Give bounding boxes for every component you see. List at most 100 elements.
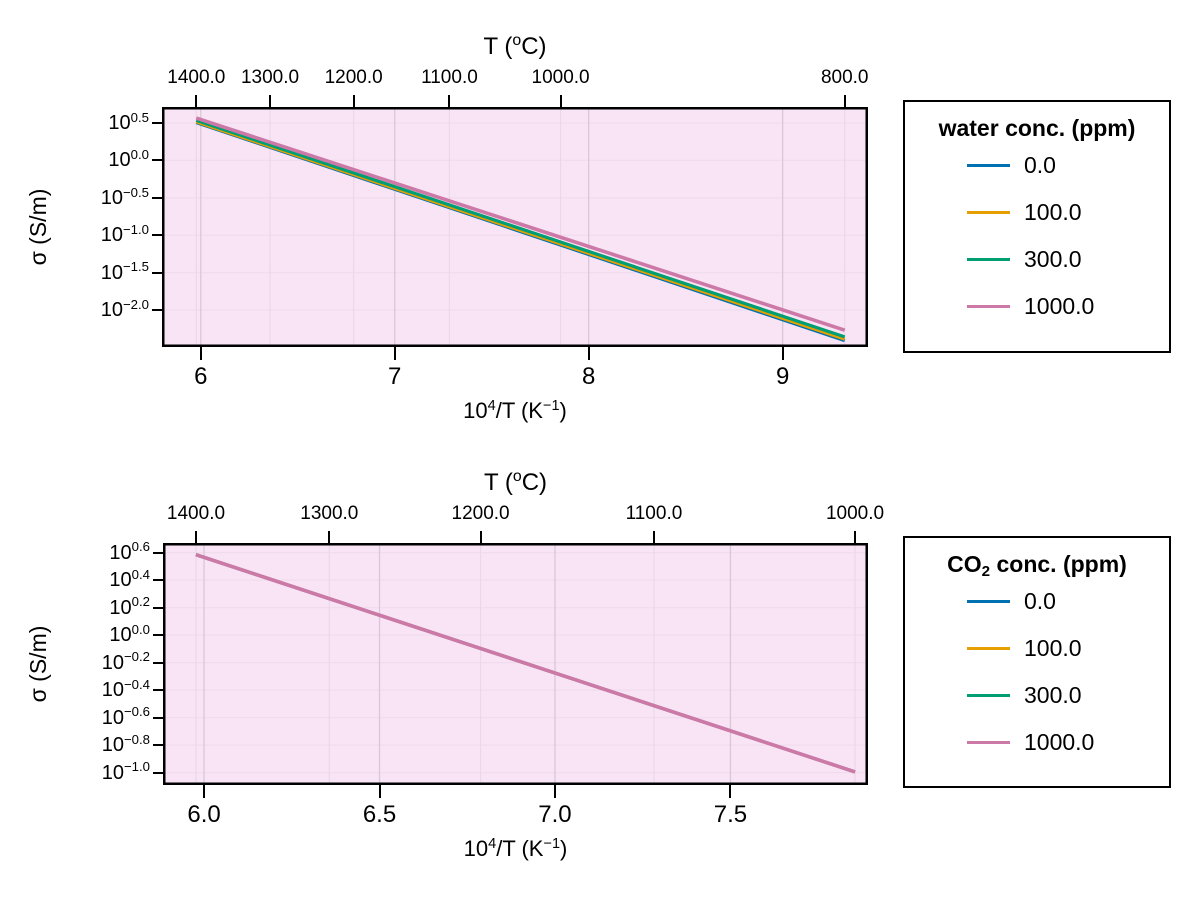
text: )	[560, 836, 568, 861]
x-tick-label: 6	[194, 363, 208, 390]
legend-title: CO2 conc. (ppm)	[905, 551, 1169, 581]
x-tick-mark	[587, 347, 590, 360]
x-tick-mark	[553, 785, 556, 798]
x-tick-mark	[781, 347, 784, 360]
text: C)	[521, 33, 547, 60]
y-tick-mark	[152, 308, 162, 311]
sup-text: 0.6	[131, 539, 150, 555]
y-tick-label: 100.6	[40, 539, 150, 566]
legend-line-swatch	[967, 693, 1010, 698]
legend-line-swatch	[967, 304, 1010, 309]
text: conc. (ppm)	[990, 551, 1127, 577]
legend-item-label: 100.0	[1024, 199, 1082, 225]
text: 10	[109, 541, 132, 564]
legend-line-swatch	[967, 257, 1010, 262]
text: 10	[100, 298, 123, 321]
y-tick-label: 10−2.0	[39, 297, 149, 323]
legend-item-100.0: 100.0	[905, 625, 1169, 672]
text: T (	[483, 469, 513, 496]
y-tick-mark	[152, 196, 162, 199]
y-tick-label: 10−0.6	[40, 704, 150, 731]
y-tick-label: 100.0	[40, 622, 150, 648]
sup-text: 4	[487, 398, 496, 415]
y-tick-mark	[152, 234, 162, 237]
legend-item-label: 0.0	[1024, 152, 1056, 178]
top-tick-mark	[269, 95, 272, 107]
legend-title: water conc. (ppm)	[905, 115, 1169, 142]
sup-text: −0.8	[123, 731, 150, 747]
y-tick-mark	[153, 551, 163, 554]
text: CO	[947, 551, 982, 577]
legend-item-300.0: 300.0	[905, 236, 1169, 283]
y-tick-mark	[152, 271, 162, 274]
top-tick-mark	[843, 95, 846, 107]
sup-text: −0.2	[123, 649, 150, 665]
x-tick-label: 7.0	[538, 801, 572, 828]
data-line-300.0	[195, 118, 846, 339]
plot-area	[163, 543, 868, 785]
top-tick-mark	[479, 531, 482, 543]
sup-text: o	[512, 32, 522, 50]
text: 10	[108, 112, 131, 134]
top-tick-label: 1400.0	[167, 67, 226, 88]
sup-text: −1	[542, 398, 560, 415]
y-tick-label: 100.2	[40, 594, 150, 621]
sup-text: −1.5	[122, 259, 149, 275]
sup-text: 0.4	[131, 566, 150, 582]
y-tick-mark	[153, 661, 163, 664]
x-tick-label: 8	[582, 363, 596, 390]
legend-item-label: 100.0	[1024, 635, 1082, 661]
text: 10	[109, 596, 132, 619]
top-tick-label: 1300.0	[240, 67, 300, 88]
sup-text: 4	[488, 836, 497, 853]
top-tick-label: 1100.0	[625, 503, 683, 524]
legend-co2-conc: CO2 conc. (ppm) 0.0 100.0 300.0 1000.0	[903, 536, 1171, 788]
plot-area	[162, 107, 868, 347]
legend-item-0.0: 0.0	[905, 578, 1169, 625]
sub-text: 2	[981, 563, 991, 581]
legend-item-0.0: 0.0	[905, 142, 1169, 189]
sup-text: −1.0	[123, 759, 150, 775]
y-tick-mark	[153, 634, 163, 637]
sup-text: −1.0	[122, 221, 149, 237]
top-tick-mark	[559, 95, 562, 107]
sup-text: −0.5	[122, 184, 149, 200]
top-axis-title: T (oC)	[162, 32, 868, 61]
legend-item-label: 1000.0	[1024, 729, 1095, 755]
top-tick-mark	[194, 531, 197, 543]
x-tick-mark	[203, 785, 206, 798]
y-tick-label: 10−0.2	[40, 649, 150, 676]
text: water conc. (ppm)	[938, 115, 1136, 141]
legend-line-swatch	[967, 210, 1010, 215]
x-tick-label: 6.0	[187, 801, 221, 828]
sup-text: 0.0	[131, 621, 150, 637]
text: 10	[108, 149, 131, 172]
x-axis-label: 104/T (K−1)	[163, 836, 868, 862]
legend-line-swatch	[967, 163, 1010, 168]
y-tick-mark	[153, 716, 163, 719]
text: 10	[463, 398, 488, 423]
text: 10	[100, 261, 123, 284]
y-tick-label: 100.5	[39, 110, 149, 136]
y-tick-label: 10−1.0	[40, 759, 150, 786]
legend-line-swatch	[967, 646, 1010, 651]
text: C)	[521, 469, 548, 496]
text: 10	[101, 679, 124, 702]
sup-text: −0.6	[123, 704, 150, 720]
text: 10	[100, 186, 123, 209]
text: 10	[109, 624, 132, 647]
text: 10	[100, 224, 123, 247]
legend-item-label: 1000.0	[1024, 293, 1095, 319]
sup-text: 0.5	[130, 109, 149, 125]
legend-water-conc: water conc. (ppm) 0.0 100.0 300.0 1000.0	[903, 100, 1171, 353]
x-tick-label: 6.5	[362, 801, 397, 828]
x-tick-label: 7.5	[713, 801, 748, 828]
y-tick-mark	[153, 689, 163, 692]
top-tick-label: 1000.0	[825, 503, 885, 524]
top-tick-label: 1100.0	[421, 67, 478, 88]
top-tick-label: 1400.0	[166, 503, 226, 524]
y-tick-mark	[152, 159, 162, 162]
legend-item-1000.0: 1000.0	[905, 719, 1169, 766]
y-tick-mark	[153, 606, 163, 609]
